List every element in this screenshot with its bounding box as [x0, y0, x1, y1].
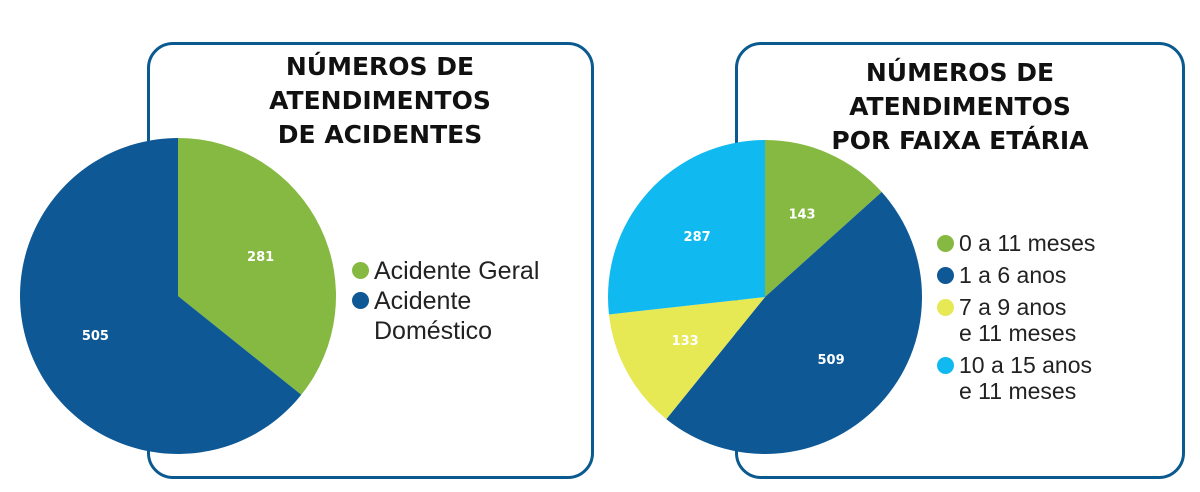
age-groups-legend-label-0: 0 a 11 meses	[959, 230, 1096, 256]
pie-chart-accidents: 281 505	[20, 138, 337, 454]
accidents-slice-1	[20, 138, 302, 454]
age-groups-legend-label-2: 7 a 9 anos e 11 meses	[959, 294, 1077, 346]
age-groups-legend-label-1: 1 a 6 anos	[959, 262, 1067, 288]
chart-title-accidents: NÚMEROS DE ATENDIMENTOS DE ACIDENTES	[269, 52, 491, 149]
chart-title-age-groups: NÚMEROS DE ATENDIMENTOS POR FAIXA ETÁRIA	[831, 58, 1089, 155]
age-groups-value-label-1: 509	[817, 353, 844, 368]
age-groups-legend-item-3: 10 a 15 anos e 11 meses	[937, 352, 1177, 404]
pie-chart-age-groups: 143 509 133 287	[608, 140, 922, 454]
age-groups-legend-label-3: 10 a 15 anos e 11 meses	[959, 352, 1093, 404]
age-groups-legend-item-0: 0 a 11 meses	[937, 230, 1177, 256]
age-groups-legend-item-1: 1 a 6 anos	[937, 262, 1177, 288]
age-groups-slice-3	[608, 140, 765, 315]
age-groups-value-label-3: 287	[684, 230, 711, 245]
accidents-value-label-1: 505	[82, 329, 109, 344]
legend-accidents: Acidente Geral Acidente Doméstico	[352, 256, 588, 346]
accidents-legend-label-1: Acidente Doméstico	[374, 287, 493, 345]
age-groups-value-label-0: 143	[788, 207, 815, 222]
legend-age-groups: 0 a 11 meses 1 a 6 anos 7 a 9 anos e 11 me…	[937, 230, 1177, 410]
age-groups-legend-swatch-3	[937, 357, 954, 374]
age-groups-legend-item-2: 7 a 9 anos e 11 meses	[937, 294, 1177, 346]
age-groups-legend-swatch-0	[937, 235, 954, 252]
age-groups-slice-2	[608, 297, 765, 420]
accidents-legend-swatch-1	[352, 292, 369, 309]
accidents-legend-swatch-0	[352, 262, 369, 279]
age-groups-value-label-2: 133	[672, 334, 699, 349]
accidents-legend-item-1: Acidente Doméstico	[352, 286, 588, 346]
accidents-legend-label-0: Acidente Geral	[374, 257, 540, 285]
age-groups-legend-swatch-1	[937, 267, 954, 284]
age-groups-slice-1	[666, 191, 922, 454]
accidents-value-label-0: 281	[247, 250, 274, 265]
accidents-slice-0	[178, 138, 337, 395]
age-groups-slice-0	[765, 140, 882, 297]
accidents-legend-item-0: Acidente Geral	[352, 256, 588, 286]
age-groups-legend-swatch-2	[937, 299, 954, 316]
